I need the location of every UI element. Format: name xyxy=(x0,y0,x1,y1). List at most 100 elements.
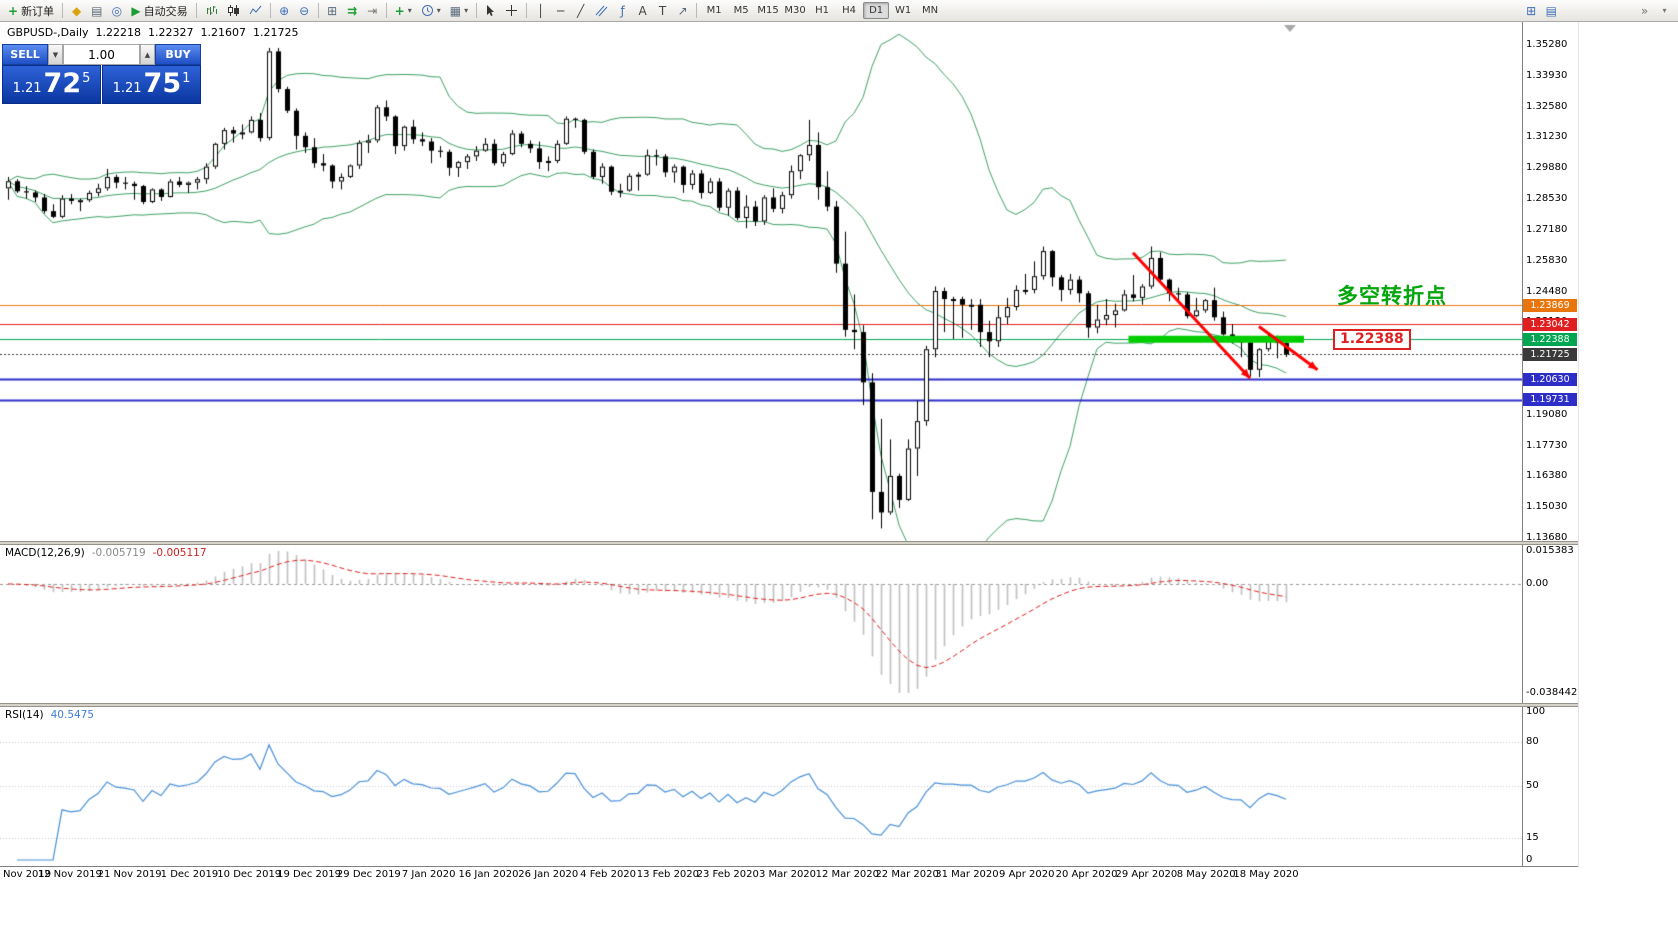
channel-icon xyxy=(595,4,608,17)
timeframe-button[interactable]: W1 xyxy=(894,5,912,16)
fibonacci-button[interactable]: ƒ xyxy=(613,2,632,20)
price-scale-label: 1.13680 xyxy=(1526,532,1568,543)
toolbar-separator xyxy=(696,3,698,18)
chart-list-button[interactable]: ▤ xyxy=(1542,2,1561,20)
zoom-in-button[interactable]: ⊕ xyxy=(275,2,294,20)
horizontal-line-button[interactable]: ─ xyxy=(551,2,570,20)
volume-step-up[interactable]: ▲ xyxy=(140,44,155,65)
chart-maximize-button[interactable]: ⊞ xyxy=(1522,2,1541,20)
price-scale-label: 1.33930 xyxy=(1526,69,1568,81)
buy-price-base: 1.21 xyxy=(112,81,142,96)
time-axis-border xyxy=(0,866,1578,867)
date-label: 29 Dec 2019 xyxy=(336,869,401,880)
market-watch-button[interactable]: ◆ xyxy=(67,2,86,20)
sell-price-button[interactable]: 1.21 72 5 xyxy=(2,65,101,104)
tile-windows-button[interactable]: ⊞ xyxy=(323,2,342,20)
rsi-label: RSI(14) xyxy=(5,709,44,721)
date-label: 4 Feb 2020 xyxy=(580,869,637,880)
timeframe-button[interactable]: M1 xyxy=(706,5,722,16)
buy-price-pips: 75 xyxy=(143,68,182,99)
chart-ohlc-header: GBPUSD-,Daily 1.22218 1.22327 1.21607 1.2172… xyxy=(7,26,306,39)
date-label: 13 Feb 2020 xyxy=(636,869,700,880)
zoom-out-button[interactable]: ⊖ xyxy=(295,2,314,20)
bar-chart-button[interactable] xyxy=(201,2,222,20)
toolbar-overflow-button[interactable]: » xyxy=(1635,2,1654,20)
date-label: 21 Nov 2019 xyxy=(97,869,162,880)
text-tool-button[interactable]: A xyxy=(633,2,652,20)
panel-splitter[interactable] xyxy=(0,541,1578,545)
sell-price-pips: 72 xyxy=(43,68,82,99)
chart-list-icon: ▤ xyxy=(1545,3,1557,18)
sell-button[interactable]: SELL xyxy=(2,44,48,65)
rsi-axis-label: 100 xyxy=(1526,706,1546,717)
candlestick-chart-icon xyxy=(227,4,240,17)
timeframe-button[interactable]: M5 xyxy=(733,5,749,16)
auto-trading-button[interactable]: ▶ 自动交易 xyxy=(127,2,191,20)
toolbar-menu-button[interactable]: ▾ xyxy=(1655,2,1674,20)
arrows-tool-button[interactable]: ↗ xyxy=(673,2,692,20)
toolbar: + 新订单 ◆ ▤ ◎ ▶ 自动交易 ⊕ ⊖ xyxy=(0,0,1678,22)
zoom-in-icon: ⊕ xyxy=(279,3,290,18)
buy-price-frac: 1 xyxy=(182,71,191,86)
macd-main-value: -0.005719 xyxy=(91,547,146,559)
price-scale-label: 1.24480 xyxy=(1526,285,1568,297)
vertical-line-button[interactable]: │ xyxy=(531,2,550,20)
date-label: 12 Nov 2019 xyxy=(37,869,102,880)
timeframe-button[interactable]: D1 xyxy=(863,2,890,19)
trendline-button[interactable]: ╱ xyxy=(571,2,590,20)
timeframe-button[interactable]: H1 xyxy=(815,5,830,16)
auto-trading-play-icon: ▶ xyxy=(131,3,141,18)
date-label: 23 Feb 2020 xyxy=(696,869,759,880)
price-level-tag: 1.22388 xyxy=(1523,332,1577,346)
panel-splitter[interactable] xyxy=(0,703,1578,707)
line-chart-icon xyxy=(249,4,262,17)
price-scale-label: 1.31230 xyxy=(1526,131,1568,143)
chart-shift-button[interactable]: ⇥ xyxy=(363,2,382,20)
indicators-button[interactable]: + ▾ xyxy=(391,2,416,20)
data-window-button[interactable]: ▤ xyxy=(87,2,106,20)
auto-scroll-button[interactable]: ⇉ xyxy=(343,2,362,20)
bar-chart-icon xyxy=(205,4,218,17)
volume-step-down[interactable]: ▼ xyxy=(48,44,63,65)
timeframe-button[interactable]: M15 xyxy=(757,5,779,16)
crosshair-button[interactable] xyxy=(501,2,522,20)
new-order-button[interactable]: + 新订单 xyxy=(4,2,58,20)
macd-indicator-canvas[interactable] xyxy=(0,545,1522,703)
turning-point-annotation[interactable]: 多空转折点 xyxy=(1337,284,1447,308)
volume-input[interactable]: 1.00 xyxy=(63,44,140,65)
date-label: 26 Jan 2020 xyxy=(518,869,579,880)
templates-button[interactable]: ▦ ▾ xyxy=(446,2,472,20)
timeframe-button[interactable]: MN xyxy=(922,5,939,16)
timeframe-button[interactable]: H4 xyxy=(842,5,857,16)
date-label: 31 Mar 2020 xyxy=(935,869,999,880)
buy-button[interactable]: BUY xyxy=(155,44,201,65)
date-label: 18 May 2020 xyxy=(1233,869,1299,880)
date-label: 8 May 2020 xyxy=(1176,869,1236,880)
buy-price-button[interactable]: 1.21 75 1 xyxy=(102,65,201,104)
channel-button[interactable] xyxy=(591,2,612,20)
trendline-icon: ╱ xyxy=(576,3,585,18)
text-tool-icon: A xyxy=(638,3,647,18)
line-chart-button[interactable] xyxy=(245,2,266,20)
auto-trading-label: 自动交易 xyxy=(143,4,188,18)
label-tool-button[interactable]: T xyxy=(653,2,672,20)
date-label: 7 Jan 2020 xyxy=(401,869,456,880)
support-price-callout[interactable]: 1.22388 xyxy=(1333,329,1411,350)
date-label: 1 Dec 2019 xyxy=(160,869,219,880)
price-scale[interactable]: 1.35280 1.33930 1.32580 1.31230 1.29880 1.285… xyxy=(1526,39,1567,544)
date-label: 19 Dec 2019 xyxy=(277,869,341,880)
candlestick-chart-button[interactable] xyxy=(223,2,244,20)
rsi-indicator-canvas[interactable] xyxy=(0,707,1522,866)
chevron-down-icon: ▾ xyxy=(407,6,412,15)
navigator-button[interactable]: ◎ xyxy=(107,2,126,20)
cursor-button[interactable] xyxy=(481,2,500,20)
macd-signal-value: -0.005117 xyxy=(152,547,207,559)
rsi-axis-label: 15 xyxy=(1526,831,1539,843)
periods-button[interactable]: ▾ xyxy=(417,2,445,20)
main-chart-canvas[interactable] xyxy=(0,22,1522,541)
zoom-out-icon: ⊖ xyxy=(299,3,310,18)
macd-axis-max: 0.015383 xyxy=(1526,545,1574,556)
timeframe-button[interactable]: M30 xyxy=(784,5,806,16)
price-scale-label: 1.35280 xyxy=(1526,39,1568,50)
sell-price-frac: 5 xyxy=(82,71,91,86)
